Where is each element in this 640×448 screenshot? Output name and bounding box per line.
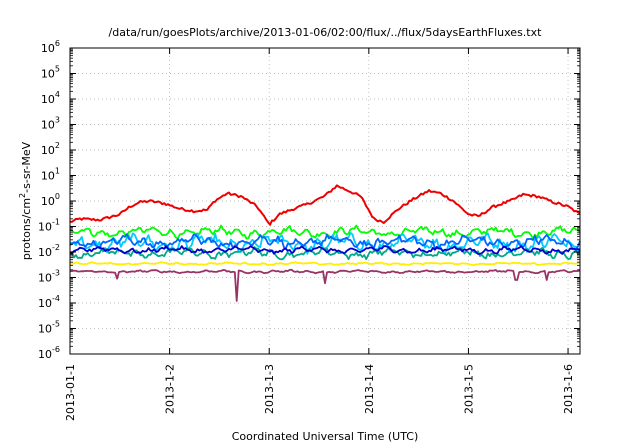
x-tick-label: 2013-1-3 bbox=[263, 364, 276, 414]
y-tick-label: 106 bbox=[41, 39, 60, 55]
series-line-4 bbox=[69, 233, 581, 251]
y-tick-base: 10 bbox=[41, 68, 55, 81]
y-axis-label-main: protons/cm bbox=[20, 198, 33, 260]
y-tick-base: 10 bbox=[38, 272, 52, 285]
y-tick-label: 105 bbox=[41, 65, 60, 81]
y-tick-exponent: 1 bbox=[55, 167, 60, 176]
y-tick-base: 10 bbox=[38, 323, 52, 336]
y-tick-exponent: 3 bbox=[55, 116, 60, 125]
y-tick-base: 10 bbox=[38, 348, 52, 361]
y-tick-label: 10-5 bbox=[38, 320, 60, 336]
y-tick-label: 104 bbox=[41, 90, 60, 106]
y-tick-label: 10-3 bbox=[38, 269, 60, 285]
y-tick-exponent: -5 bbox=[52, 320, 60, 329]
y-tick-label: 10-1 bbox=[38, 218, 60, 234]
y-tick-base: 10 bbox=[41, 42, 55, 55]
y-tick-base: 10 bbox=[38, 297, 52, 310]
y-tick-label: 102 bbox=[41, 141, 60, 157]
y-tick-exponent: 4 bbox=[55, 90, 60, 99]
y-tick-exponent: -3 bbox=[52, 269, 60, 278]
x-tick-label: 2013-01-1 bbox=[64, 364, 77, 421]
y-tick-exponent: -2 bbox=[52, 243, 60, 252]
y-tick-exponent: -6 bbox=[52, 345, 60, 354]
y-tick-exponent: -4 bbox=[52, 294, 60, 303]
y-tick-exponent: -1 bbox=[52, 218, 60, 227]
y-tick-label: 10-2 bbox=[38, 243, 60, 259]
series-layer bbox=[69, 184, 581, 302]
series-line-7 bbox=[69, 261, 581, 266]
y-tick-base: 10 bbox=[41, 144, 55, 157]
series-line-2 bbox=[69, 224, 581, 240]
y-tick-label: 10-4 bbox=[38, 294, 60, 310]
y-tick-label: 101 bbox=[41, 167, 60, 183]
x-tick-label: 2013-1-6 bbox=[562, 364, 575, 414]
y-axis-label-sup: 2 bbox=[18, 193, 27, 198]
y-axis-label-rest: -s-sr-MeV bbox=[20, 141, 33, 192]
y-tick-label: 100 bbox=[41, 192, 60, 208]
y-tick-base: 10 bbox=[41, 119, 55, 132]
y-tick-exponent: 5 bbox=[55, 65, 60, 74]
y-tick-exponent: 6 bbox=[55, 39, 60, 48]
chart-title: /data/run/goesPlots/archive/2013-01-06/0… bbox=[109, 26, 543, 39]
y-axis-label: protons/cm2-s-sr-MeV bbox=[18, 141, 33, 260]
y-tick-base: 10 bbox=[41, 93, 55, 106]
x-tick-label: 2013-1-2 bbox=[164, 364, 177, 414]
y-tick-base: 10 bbox=[41, 195, 55, 208]
y-axis-ticks: 10-610-510-410-310-210-11001011021031041… bbox=[38, 39, 580, 361]
y-tick-exponent: 2 bbox=[55, 141, 60, 150]
y-tick-label: 10-6 bbox=[38, 345, 60, 361]
x-tick-label: 2013-1-5 bbox=[462, 364, 475, 414]
y-tick-exponent: 0 bbox=[55, 192, 60, 201]
y-tick-base: 10 bbox=[41, 170, 55, 183]
y-tick-base: 10 bbox=[38, 246, 52, 259]
grid bbox=[70, 48, 580, 354]
series-line-8 bbox=[70, 268, 581, 302]
y-tick-label: 103 bbox=[41, 116, 60, 132]
y-tick-base: 10 bbox=[38, 221, 52, 234]
series-line-1 bbox=[69, 184, 581, 226]
x-tick-label: 2013-1-4 bbox=[363, 364, 376, 414]
x-axis-ticks: 2013-01-1 2013-1-2 2013-1-3 2013-1-4 2013-1-… bbox=[64, 48, 575, 421]
series-line-6 bbox=[69, 245, 581, 255]
x-axis-label: Coordinated Universal Time (UTC) bbox=[232, 430, 419, 443]
